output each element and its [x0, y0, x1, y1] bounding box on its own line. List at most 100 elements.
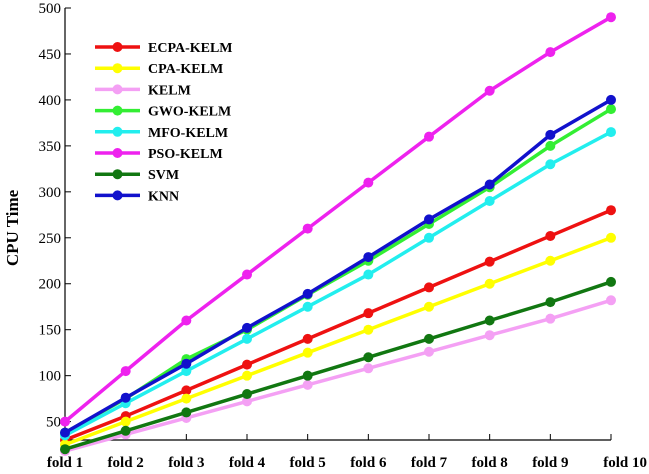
- data-point: [606, 127, 616, 138]
- data-point: [242, 333, 252, 344]
- data-point: [302, 288, 313, 299]
- legend-label: SVM: [148, 168, 179, 183]
- y-tick-label: 250: [39, 231, 62, 247]
- y-tick-label: 50: [46, 415, 61, 431]
- data-point: [545, 230, 556, 241]
- x-tick-label: fold 2: [108, 455, 144, 471]
- legend-entry: MFO-KELM: [95, 126, 228, 141]
- data-point: [120, 392, 131, 403]
- data-point: [606, 276, 616, 287]
- legend-marker: [112, 42, 123, 52]
- series-knn: [60, 94, 616, 438]
- x-tick-label: fold 8: [472, 455, 508, 471]
- legend-entry: KNN: [95, 189, 179, 204]
- x-tick-label: fold 9: [532, 455, 568, 471]
- y-tick-label: 450: [39, 47, 62, 63]
- data-point: [181, 385, 192, 396]
- legend-marker: [112, 63, 123, 74]
- legend-entry: SVM: [95, 168, 179, 183]
- data-point: [484, 315, 495, 326]
- data-point: [242, 322, 252, 333]
- series-line: [64, 98, 612, 435]
- data-point: [424, 346, 434, 357]
- y-tick-label: 100: [39, 369, 62, 385]
- legend-label: ECPA-KELM: [148, 41, 233, 56]
- data-point: [545, 255, 556, 266]
- series-line: [64, 130, 612, 437]
- legend: ECPA-KELM CPA-KELM KELM GWO-KELM MFO-KELM PSO…: [95, 41, 233, 204]
- data-point: [484, 330, 495, 341]
- data-point: [181, 393, 192, 404]
- series-line: [64, 208, 612, 442]
- data-point: [606, 104, 616, 115]
- data-point: [363, 177, 374, 188]
- y-tick-label: 300: [39, 185, 62, 201]
- y-tick-label: 200: [39, 277, 62, 293]
- data-point: [545, 159, 556, 170]
- data-point: [60, 427, 70, 438]
- data-point: [545, 297, 556, 308]
- legend-entry: CPA-KELM: [95, 62, 223, 77]
- data-point: [302, 347, 313, 358]
- data-point: [424, 333, 434, 344]
- data-point: [424, 131, 434, 142]
- series-pso-kelm: [60, 12, 616, 427]
- legend-label: GWO-KELM: [148, 105, 231, 120]
- axes: 50 100 150 200 250 300 350 400 450 500 fold 1 fold …: [39, 1, 648, 471]
- legend-label: CPA-KELM: [148, 62, 223, 77]
- legend-entry: KELM: [95, 83, 191, 98]
- data-point: [302, 333, 313, 344]
- series-svm: [60, 276, 616, 455]
- data-point: [242, 396, 252, 407]
- data-point: [363, 324, 374, 335]
- data-point: [545, 47, 556, 58]
- x-tick-label: fold 5: [290, 455, 326, 471]
- x-tick-label: fold 10: [603, 455, 647, 471]
- series-layer: [60, 12, 616, 457]
- data-point: [484, 256, 495, 267]
- legend-entry: PSO-KELM: [95, 147, 223, 162]
- series-cpa-kelm: [60, 232, 616, 450]
- data-point: [606, 232, 616, 243]
- series-ecpa-kelm: [60, 205, 616, 445]
- legend-marker: [112, 126, 123, 137]
- data-point: [424, 301, 434, 312]
- data-point: [606, 94, 616, 105]
- data-point: [242, 359, 252, 370]
- data-point: [545, 129, 556, 140]
- y-tick-label: 150: [39, 323, 62, 339]
- x-tick-label: fold 7: [411, 455, 448, 471]
- data-point: [363, 352, 374, 363]
- legend-marker: [112, 105, 123, 116]
- legend-label: KELM: [148, 83, 191, 98]
- y-tick-label: 500: [39, 1, 62, 17]
- data-point: [120, 366, 131, 377]
- legend-label: PSO-KELM: [148, 147, 223, 162]
- data-point: [363, 269, 374, 280]
- data-point: [302, 301, 313, 312]
- legend-label: MFO-KELM: [148, 126, 228, 141]
- data-point: [242, 389, 252, 400]
- data-point: [363, 252, 374, 263]
- data-point: [302, 370, 313, 381]
- series-line: [64, 298, 612, 453]
- data-point: [484, 179, 495, 190]
- data-point: [60, 416, 70, 427]
- data-point: [181, 407, 192, 418]
- data-point: [181, 315, 192, 326]
- legend-marker: [112, 148, 123, 158]
- legend-marker: [112, 190, 123, 201]
- data-point: [606, 12, 616, 23]
- series-line: [64, 236, 612, 447]
- x-tick-label: fold 6: [350, 455, 387, 471]
- data-point: [120, 416, 131, 427]
- series-mfo-kelm: [60, 127, 616, 441]
- legend-entry: GWO-KELM: [95, 105, 231, 120]
- data-point: [545, 313, 556, 324]
- legend-marker: [112, 84, 123, 95]
- series-kelm: [60, 295, 616, 457]
- x-tick-label: fold 1: [47, 455, 83, 471]
- y-tick-label: 350: [39, 139, 62, 155]
- data-point: [60, 444, 70, 455]
